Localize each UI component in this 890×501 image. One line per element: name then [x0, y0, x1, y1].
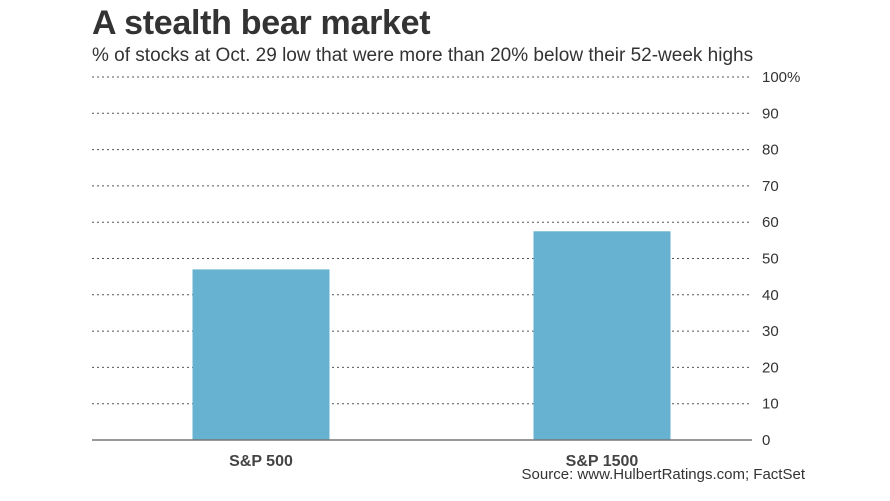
bar — [533, 231, 671, 440]
y-tick-label: 20 — [762, 359, 779, 376]
y-tick-label: 60 — [762, 214, 779, 231]
y-tick-label: 70 — [762, 178, 779, 195]
chart-title: A stealth bear market — [92, 4, 431, 42]
y-tick-label: 90 — [762, 105, 779, 122]
y-tick-label: 80 — [762, 142, 779, 159]
y-tick-label: 30 — [762, 323, 779, 340]
y-tick-label: 100% — [762, 69, 800, 86]
y-tick-label: 50 — [762, 251, 779, 268]
y-tick-label: 0 — [762, 432, 770, 449]
y-tick-label: 40 — [762, 287, 779, 304]
y-tick-label: 10 — [762, 396, 779, 413]
x-tick-label: S&P 1500 — [566, 453, 639, 470]
x-tick-label: S&P 500 — [229, 453, 293, 470]
bar — [192, 269, 330, 440]
chart-subtitle: % of stocks at Oct. 29 low that were mor… — [92, 45, 754, 66]
source-note: Source: www.HulbertRatings.com; FactSet — [521, 466, 805, 483]
